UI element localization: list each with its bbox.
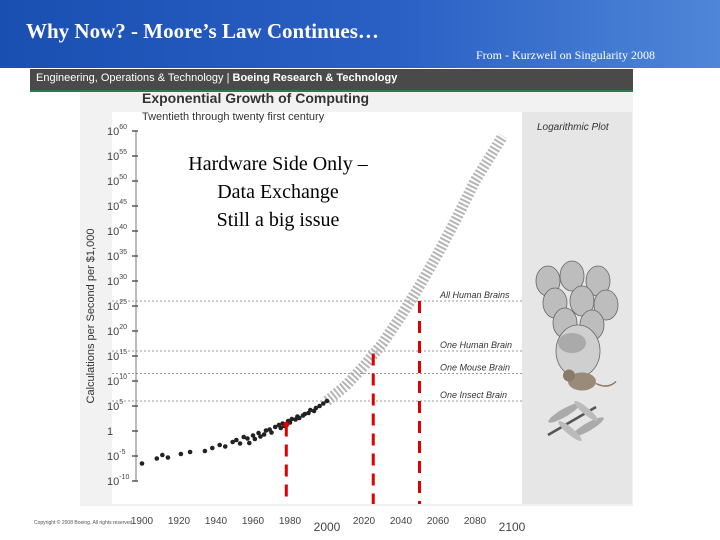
plot-label: Logarithmic Plot [537,122,610,133]
chart-title: Exponential Growth of Computing [142,90,369,106]
data-point-41 [317,403,322,409]
y-tick-label-1: 1055 [107,149,127,163]
y-tick-label-11: 105 [107,399,123,413]
mouse-head [563,369,575,382]
y-tick-label-4: 1040 [107,224,127,238]
dragonfly-wing [548,403,580,423]
x-tick-label-1: 1920 [168,516,191,527]
y-tick-label-8: 1020 [107,324,127,338]
data-point-0 [139,461,145,466]
trend-band [323,133,508,406]
overlay-line-1: Hardware Side Only – [188,153,368,175]
x-tick-label-10: 2100 [499,520,526,534]
data-point-26 [278,425,284,431]
data-point-1 [154,456,160,461]
org-bold: Boeing Research & Technology [229,72,398,84]
hardware-overlay: Hardware Side Only – Data Exchange Still… [128,150,428,234]
data-point-34 [296,415,302,421]
reference-label-3: One Insect Brain [440,390,507,400]
org-bar: Engineering, Operations & Technology | B… [30,69,633,92]
data-point-2 [160,452,165,458]
human-head-icon [555,324,601,378]
data-point-18 [256,430,261,436]
data-point-21 [263,428,269,433]
data-point-9 [222,444,228,449]
y-tick-label-5: 1035 [107,249,127,263]
data-point-13 [241,434,247,440]
dragonfly-wing [574,400,598,422]
overlay-line-3: Still a big issue [216,209,340,231]
x-tick-label-6: 2020 [353,516,376,527]
data-point-8 [217,442,222,448]
data-point-15 [247,440,252,446]
y-tick-label-14: 10-10 [107,474,129,488]
data-point-23 [269,430,274,435]
data-point-3 [165,455,171,460]
x-tick-label-3: 1960 [242,516,265,527]
dragonfly-icon [547,400,604,442]
x-tick-label-8: 2060 [427,516,450,527]
y-tick-label-7: 1025 [107,299,127,313]
data-point-14 [245,436,250,441]
org-prefix: Engineering, Operations & Technology | [36,72,230,84]
head-shape [593,289,619,321]
reference-label-2: One Mouse Brain [440,363,510,373]
y-tick-label-6: 1030 [107,274,127,288]
brain-shape [558,333,586,353]
overlay-line-2: Data Exchange [217,181,339,203]
data-point-31 [289,416,295,422]
data-point-4 [178,451,184,457]
dragonfly-wing [558,420,582,442]
data-point-5 [187,449,193,455]
source-credit: From - Kurzweil on Singularity 2008 [476,48,655,62]
data-point-20 [261,432,267,437]
data-point-16 [250,433,256,438]
mouse-tail [595,380,617,387]
mouse-icon [563,369,617,391]
data-point-19 [258,434,263,439]
dragonfly-wing [572,417,604,437]
y-tick-label-2: 1050 [107,174,127,188]
data-point-17 [252,436,258,442]
data-point-12 [237,441,243,446]
y-tick-label-10: 1010 [107,374,127,388]
data-point-38 [308,407,313,413]
slide-title: Why Now? - Moore’s Law Continues… [26,19,379,43]
data-point-24 [272,424,278,430]
y-tick-label-0: 1060 [107,124,127,138]
data-point-7 [210,445,215,451]
y-tick-label-3: 1045 [107,199,127,213]
x-tick-label-7: 2040 [390,516,413,527]
x-tick-label-0: 1900 [131,516,154,527]
header-band [0,0,720,68]
plot-area [112,112,522,504]
data-point-43 [324,398,330,404]
org-label: Engineering, Operations & Technology | B… [36,72,397,84]
y-tick-label-9: 1015 [107,349,127,363]
y-tick-label-12: 1 [107,426,113,438]
reference-label-1: One Human Brain [440,340,512,350]
data-point-40 [313,405,319,411]
y-tick-label-13: 10-5 [107,449,126,463]
chart-subtitle: Twentieth through twenty first century [142,111,325,123]
data-point-11 [234,437,239,443]
crowd-of-heads-icon [535,260,619,341]
x-tick-label-4: 1980 [279,516,302,527]
reference-label-0: All Human Brains [439,290,510,300]
data-point-10 [230,439,235,445]
x-tick-label-9: 2080 [464,516,487,527]
y-axis-label: Calculations per Second per $1,000 [85,229,97,404]
head-shape [559,260,585,292]
x-tick-label-2: 1940 [205,516,228,527]
data-point-42 [321,401,326,406]
mouse-body [568,372,596,391]
data-point-36 [302,411,308,417]
data-point-6 [202,448,208,454]
copyright: Copyright © 2008 Boeing. All rights rese… [34,520,134,526]
x-tick-label-5: 2000 [314,520,341,534]
